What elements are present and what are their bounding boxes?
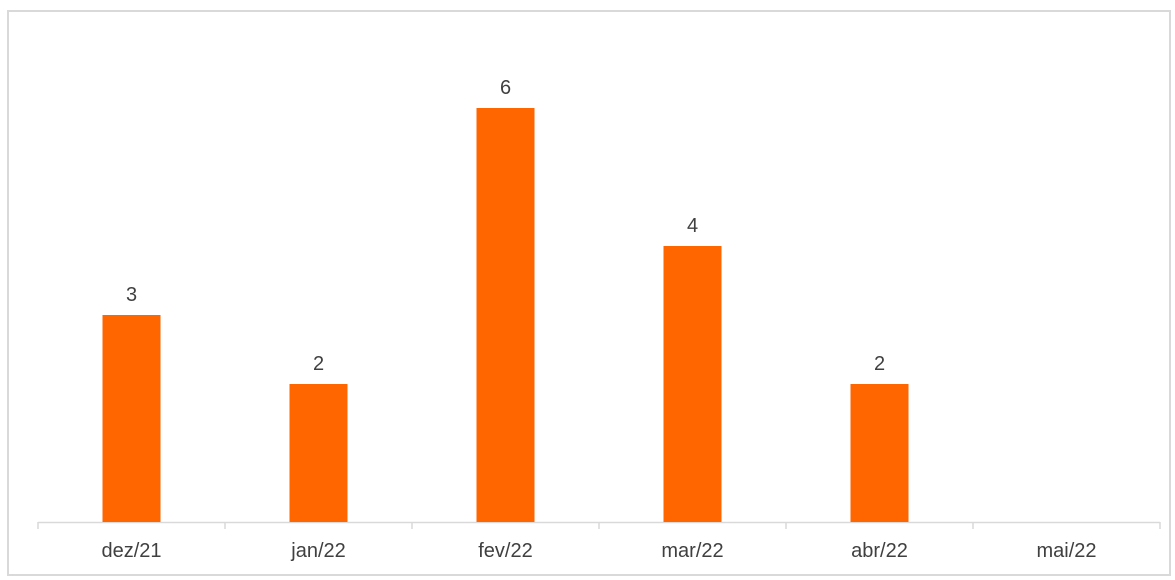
data-label: 2 <box>874 353 885 375</box>
chart-frame <box>7 10 1171 576</box>
bar <box>663 246 722 522</box>
data-label: 6 <box>500 77 511 99</box>
data-label: 3 <box>126 284 137 306</box>
bar <box>102 315 161 522</box>
bar <box>476 108 535 522</box>
x-tick-label: jan/22 <box>290 540 346 562</box>
x-tick-label: abr/22 <box>851 540 908 562</box>
data-label: 2 <box>313 353 324 375</box>
data-label: 4 <box>687 215 698 237</box>
x-tick-label: mai/22 <box>1036 540 1096 562</box>
x-tick-label: mar/22 <box>661 540 723 562</box>
bar <box>289 384 348 522</box>
x-tick-label: fev/22 <box>478 540 532 562</box>
x-tick-label: dez/21 <box>101 540 161 562</box>
bar <box>850 384 909 522</box>
